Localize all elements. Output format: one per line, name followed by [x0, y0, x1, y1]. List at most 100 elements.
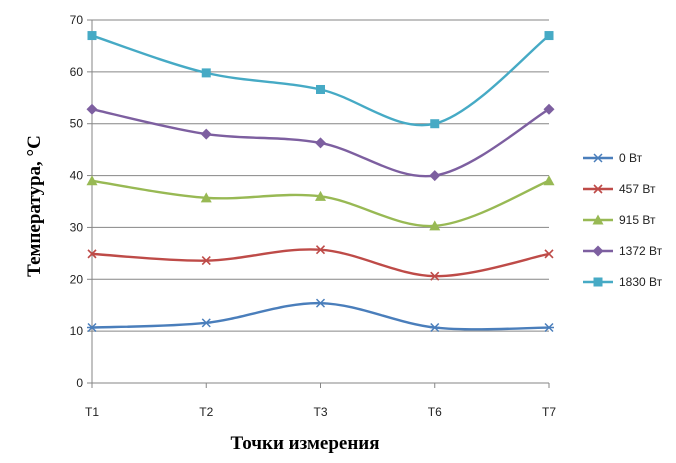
series-line [90, 179, 551, 228]
marker-shape [86, 103, 98, 115]
legend-swatch-marker [592, 245, 604, 257]
series-4 [87, 31, 554, 129]
x-tick-label: T1 [85, 405, 99, 419]
data-point [315, 245, 326, 255]
marker-shape [315, 190, 326, 201]
marker-shape [592, 245, 604, 257]
series-line [90, 34, 551, 127]
data-point [316, 84, 325, 94]
y-tick-label: 10 [70, 324, 84, 338]
marker-shape [544, 249, 554, 259]
data-point [544, 249, 554, 259]
legend: 0 Вт 457 Вт 915 Вт 1372 Вт 1830 Вт [583, 151, 663, 289]
y-tick-labels: 0 10 20 30 40 50 60 70 [70, 13, 84, 390]
x-axis-title: Точки измерения [230, 433, 379, 454]
data-point [86, 103, 98, 115]
legend-item: 1830 Вт [583, 275, 663, 289]
x-tick-label: T3 [313, 405, 327, 419]
legend-item: 1372 Вт [583, 244, 663, 258]
marker-shape [592, 214, 604, 225]
series-3 [86, 103, 555, 182]
marker-shape [87, 322, 97, 333]
marker-shape [201, 256, 211, 266]
x-tick-labels: T1 T2 T3 T6 T7 [85, 405, 556, 419]
data-point [543, 103, 555, 115]
marker-shape [544, 31, 554, 41]
marker-shape [201, 318, 212, 328]
series-2 [86, 175, 555, 231]
data-point [315, 137, 326, 149]
legend-label: 0 Вт [619, 151, 643, 165]
legend-label: 1830 Вт [619, 275, 663, 289]
data-point [429, 322, 440, 333]
marker-shape [316, 84, 325, 94]
series-line [90, 248, 551, 278]
data-point [544, 322, 554, 333]
data-point [429, 220, 441, 231]
series-line [90, 301, 551, 331]
legend-label: 915 Вт [619, 213, 656, 227]
data-point [87, 31, 97, 41]
data-point [315, 190, 326, 201]
marker-shape [593, 184, 603, 194]
data-point [544, 31, 554, 41]
y-tick-label: 40 [70, 169, 84, 183]
marker-shape [200, 192, 212, 203]
marker-shape [543, 175, 555, 186]
legend-label: 457 Вт [619, 182, 656, 196]
legend-item: 0 Вт [583, 151, 643, 165]
marker-shape [544, 322, 554, 333]
marker-shape [87, 249, 97, 259]
data-point [201, 256, 211, 266]
marker-shape [86, 175, 98, 186]
data-point [200, 128, 212, 140]
series-0 [87, 298, 554, 333]
marker-shape [429, 170, 441, 182]
plot-area [86, 31, 555, 333]
legend-label: 1372 Вт [619, 244, 663, 258]
y-tick-label: 20 [70, 272, 84, 286]
marker-shape [87, 31, 97, 41]
data-point [430, 119, 440, 129]
legend-item: 915 Вт [583, 213, 656, 227]
data-point [200, 192, 212, 203]
marker-shape [430, 119, 440, 129]
marker-shape [315, 245, 326, 255]
data-point [543, 175, 555, 186]
data-point [430, 271, 440, 281]
x-tick-label: T7 [542, 405, 556, 419]
y-tick-label: 60 [70, 65, 84, 79]
data-point [429, 170, 441, 182]
marker-shape [543, 103, 555, 115]
legend-swatch-marker [592, 214, 604, 225]
legend-item: 457 Вт [583, 182, 656, 196]
data-point [86, 175, 98, 186]
marker-shape [315, 137, 326, 149]
marker-shape [315, 298, 326, 308]
gridlines [92, 19, 549, 332]
data-point [201, 318, 212, 328]
legend-swatch-marker [593, 277, 603, 287]
data-point [87, 322, 97, 333]
legend-swatch-marker [593, 153, 603, 163]
y-tick-label: 70 [70, 13, 84, 27]
marker-shape [429, 220, 441, 231]
data-point [87, 249, 97, 259]
y-tick-label: 50 [70, 117, 84, 131]
marker-shape [201, 68, 211, 78]
marker-shape [593, 277, 603, 287]
series-1 [87, 245, 554, 281]
axes [87, 19, 550, 388]
y-tick-label: 30 [70, 220, 84, 234]
marker-shape [430, 271, 440, 281]
marker-shape [429, 322, 440, 333]
y-axis-title: Температура, °С [24, 135, 45, 277]
x-tick-label: T6 [428, 405, 442, 419]
marker-shape [200, 128, 212, 140]
legend-swatch-marker [593, 184, 603, 194]
data-point [315, 298, 326, 308]
y-tick-label: 0 [76, 376, 83, 390]
marker-shape [593, 153, 603, 163]
x-tick-label: T2 [199, 405, 213, 419]
